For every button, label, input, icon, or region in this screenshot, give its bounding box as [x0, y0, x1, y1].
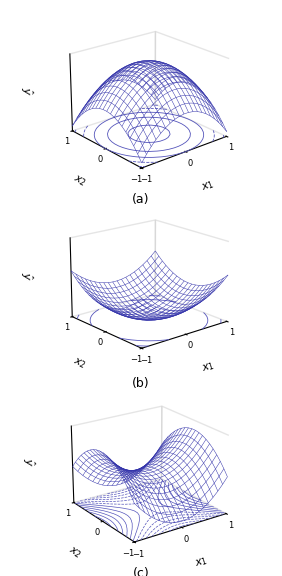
Text: (c): (c)	[133, 567, 149, 576]
Text: (b): (b)	[132, 377, 150, 391]
Text: (a): (a)	[132, 193, 150, 206]
X-axis label: $x_1$: $x_1$	[194, 555, 210, 570]
Y-axis label: $x_2$: $x_2$	[66, 544, 84, 560]
X-axis label: $x_1$: $x_1$	[201, 360, 217, 376]
Y-axis label: $x_2$: $x_2$	[71, 172, 88, 189]
X-axis label: $x_1$: $x_1$	[200, 178, 216, 194]
Y-axis label: $x_2$: $x_2$	[70, 355, 87, 372]
